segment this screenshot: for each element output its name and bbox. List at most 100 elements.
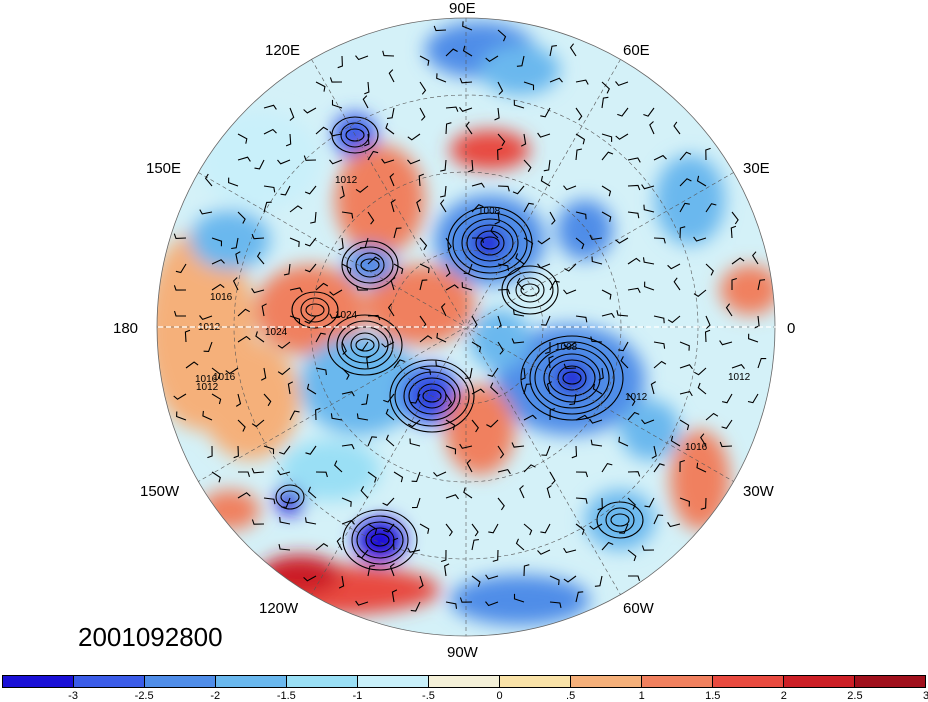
wind-barb-icon <box>410 393 421 404</box>
wind-barb-icon <box>391 589 398 603</box>
wind-barb-icon <box>175 263 187 274</box>
wind-barb-icon <box>700 497 707 510</box>
isobar-contour <box>543 353 601 403</box>
lon-label-120e: 120E <box>265 42 301 59</box>
wind-barb-icon <box>705 263 714 276</box>
wind-barb-icon <box>485 55 499 62</box>
wind-barb-icon <box>589 234 603 241</box>
colorbar-tick-label: 3 <box>922 690 928 702</box>
wind-barb-icon <box>184 329 191 343</box>
wind-barb-icon <box>497 497 505 511</box>
isobar-contour <box>300 297 330 323</box>
wind-barb-icon <box>471 575 481 587</box>
wind-barb-icon <box>519 485 525 499</box>
isobar-contour <box>370 533 390 547</box>
wind-barb-icon <box>651 445 657 459</box>
wind-barb-icon <box>440 303 447 317</box>
wind-barb-icon <box>355 185 369 193</box>
wind-barb-icon <box>263 497 276 505</box>
wind-barb-icon <box>679 497 690 507</box>
wind-barb-icon <box>237 335 251 343</box>
date-stamp: 2001092800 <box>78 622 223 652</box>
wind-barb-icon <box>435 360 447 369</box>
wind-barb-icon <box>653 315 665 324</box>
wind-barb-icon <box>471 419 479 433</box>
wind-barb-icon <box>173 393 187 400</box>
wind-barb-icon <box>445 494 459 500</box>
wind-barb-icon <box>627 411 640 421</box>
colorbar-tick-label: 0 <box>496 690 503 702</box>
contour-value-label: 1012 <box>728 372 751 383</box>
wind-barb-icon <box>176 411 187 421</box>
contour-value-label: 1012 <box>335 175 358 186</box>
wind-barb-icon <box>237 133 248 144</box>
wind-barb-icon <box>705 315 711 329</box>
wind-barb-icon <box>277 367 291 376</box>
isobar-contour <box>466 224 514 262</box>
wind-barb-icon <box>445 601 458 609</box>
wind-barb-icon <box>563 363 577 370</box>
wind-barb-icon <box>569 393 577 406</box>
anomaly-patch <box>554 362 590 394</box>
wind-barb-icon <box>336 537 343 551</box>
wind-barb-icon <box>315 407 321 421</box>
colorbar <box>2 675 926 688</box>
colorbar-tick-label: -.5 <box>422 690 435 702</box>
wind-barb-icon <box>601 96 609 109</box>
wind-barb-icon <box>594 575 603 587</box>
wind-barb-icon <box>466 459 473 473</box>
lon-label-60w: 60W <box>623 600 654 617</box>
wind-barb-icon <box>512 309 525 317</box>
wind-barb-icon <box>641 184 655 190</box>
wind-barb-icon <box>575 148 583 161</box>
wind-barb-icon <box>315 367 327 376</box>
wind-barb-icon <box>523 564 530 577</box>
wind-barb-icon <box>251 519 265 525</box>
wind-barb-icon <box>310 211 317 224</box>
wind-barb-icon <box>445 237 452 251</box>
colorbar-tick-label: .5 <box>566 690 576 702</box>
wind-barb-icon <box>537 263 551 269</box>
wind-barb-icon <box>575 237 585 250</box>
wind-barb-icon <box>433 25 447 32</box>
wind-barb-icon <box>389 173 395 187</box>
wind-barb-icon <box>471 204 484 213</box>
wind-barb-icon <box>563 341 577 349</box>
wind-barb-icon <box>549 601 562 609</box>
wind-barb-icon <box>445 263 451 277</box>
wind-barb-icon <box>225 367 239 375</box>
wind-barb-icon <box>627 287 641 293</box>
contour-value-label: 1012 <box>625 392 648 403</box>
anomaly-patch <box>445 385 515 475</box>
wind-barb-icon <box>575 471 589 478</box>
wind-barb-icon <box>549 408 556 421</box>
wind-barb-icon <box>620 356 629 369</box>
wind-barb-icon <box>679 390 693 397</box>
wind-barb-icon <box>471 341 482 353</box>
isobar-contour <box>280 490 300 504</box>
wind-barb-icon <box>367 565 375 577</box>
wind-barb-icon <box>329 131 343 137</box>
wind-barb-icon <box>341 367 350 380</box>
isobar-contour <box>346 246 394 284</box>
wind-barb-icon <box>459 107 473 112</box>
wind-barb-icon <box>440 549 447 563</box>
wind-barb-icon <box>575 79 589 85</box>
wind-barb-icon <box>419 81 427 95</box>
wind-barb-icon <box>754 315 760 329</box>
wind-barb-icon <box>203 341 213 352</box>
colorbar-tick-label: -1 <box>352 690 363 702</box>
wind-barb-icon <box>601 133 613 142</box>
wind-barb-icon <box>367 211 375 225</box>
wind-barb-icon <box>341 443 355 450</box>
wind-barb-icon <box>618 436 629 447</box>
wind-barb-icon <box>615 81 629 87</box>
isobar-contour <box>350 332 380 358</box>
wind-barb-icon <box>254 159 265 170</box>
wind-barb-icon <box>233 445 239 459</box>
wind-barb-icon <box>497 185 510 192</box>
wind-barb-icon <box>419 237 428 251</box>
wind-barb-icon <box>341 341 347 355</box>
wind-barb-icon <box>485 601 499 607</box>
